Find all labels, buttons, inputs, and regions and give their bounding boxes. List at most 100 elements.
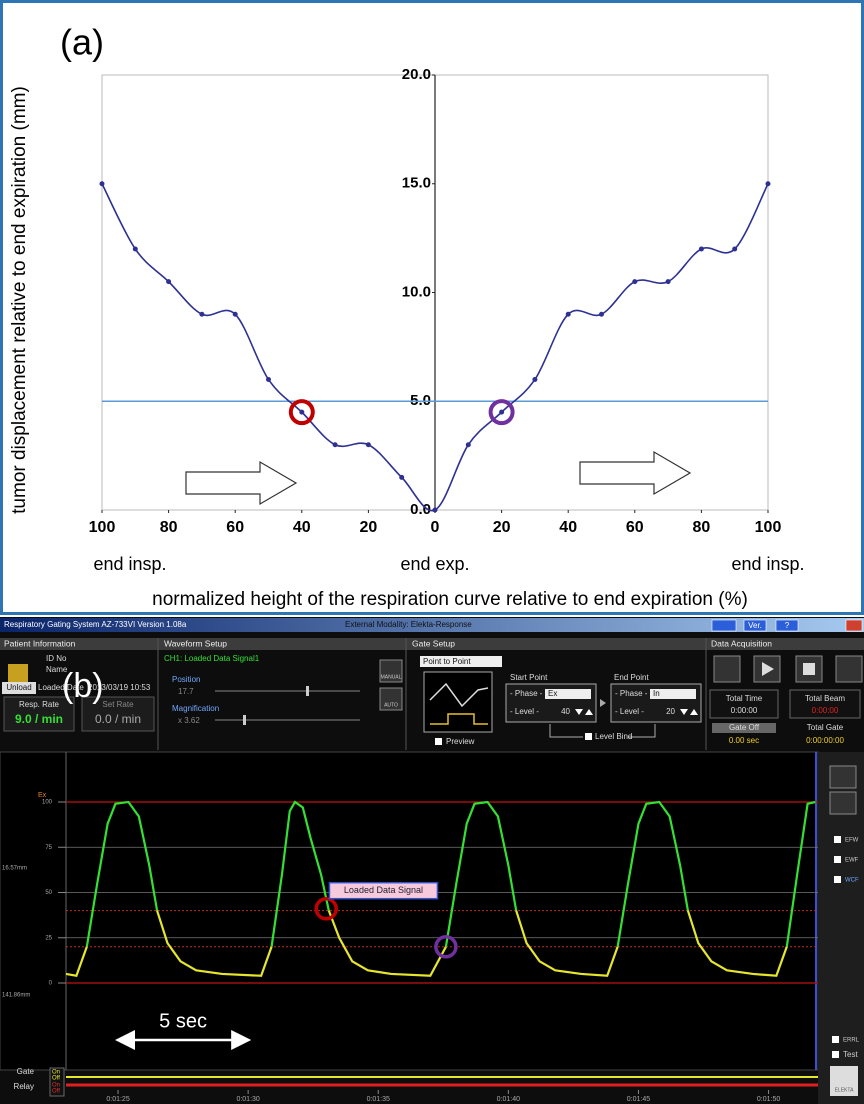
section-header: Waveform Setup	[164, 638, 227, 648]
y-axis-note: 16.57mm	[2, 866, 27, 872]
pulse-button[interactable]	[836, 656, 862, 682]
rate-value: 0.0 / min	[95, 712, 141, 726]
x-tick-label: 40	[559, 519, 577, 536]
x-tick-label: 100	[755, 519, 782, 536]
end-level: 20	[666, 707, 675, 716]
view-button[interactable]	[830, 766, 856, 788]
checkbox[interactable]	[834, 836, 841, 843]
section-header: Data Acquisition	[711, 638, 772, 648]
total-time-value: 0:00:00	[731, 706, 758, 715]
y-axis-title: Ex	[38, 792, 47, 799]
bind-checkbox[interactable]	[585, 733, 592, 740]
app-title: Respiratory Gating System AZ-733VI Versi…	[4, 620, 187, 629]
data-point	[100, 181, 105, 186]
preview-box	[424, 672, 492, 732]
data-point	[566, 312, 571, 317]
total-time-label: Total Time	[726, 694, 763, 703]
rate-label: Set Rate	[102, 700, 134, 709]
level-label: - Level -	[510, 707, 539, 716]
version-label: Ver.	[748, 621, 762, 630]
auto-label: AUTO	[384, 702, 398, 708]
checkbox[interactable]	[832, 1051, 839, 1058]
x-tick-label: 0	[431, 519, 440, 536]
strip-label: Relay	[14, 1082, 34, 1091]
data-point	[666, 279, 671, 284]
data-point	[299, 410, 304, 415]
data-point	[333, 442, 338, 447]
checkbox[interactable]	[832, 1036, 839, 1043]
section-header: Patient Information	[4, 638, 76, 648]
patient-icon	[8, 664, 28, 684]
id-label: ID No	[46, 654, 67, 663]
x-tick-label: 0:01:50	[757, 1096, 780, 1103]
unload-label: Unload	[6, 683, 31, 692]
tool-button[interactable]	[712, 620, 736, 631]
key-button[interactable]	[714, 656, 740, 682]
start-level: 40	[561, 707, 570, 716]
y-axis-note: 141.86mm	[2, 993, 30, 999]
y-axis-title: tumor displacement relative to end expir…	[9, 86, 30, 514]
callout-label: Loaded Data Signal	[344, 885, 423, 895]
y-tick-label: 20.0	[402, 66, 431, 83]
preview-label: Preview	[446, 737, 475, 746]
annotation: end insp.	[731, 554, 804, 574]
start-phase: Ex	[548, 689, 557, 698]
x-axis-title: normalized height of the respiration cur…	[152, 589, 748, 610]
y-tick-label: 100	[42, 800, 53, 806]
data-point	[266, 377, 271, 382]
magnification-label: Magnification	[172, 704, 219, 713]
end-label: End Point	[614, 673, 649, 682]
resp-label: Resp. Rate	[19, 700, 60, 709]
x-tick-label: 20	[493, 519, 511, 536]
strip-label: Gate	[17, 1067, 35, 1076]
annotation: end insp.	[93, 554, 166, 574]
x-tick-label: 0:01:45	[627, 1096, 650, 1103]
data-point	[632, 279, 637, 284]
x-tick-label: 100	[89, 519, 116, 536]
logo-label: ELEKTA	[835, 1087, 854, 1093]
channel: CH1: Loaded Data Signal1	[164, 654, 260, 663]
side-label: EFW	[845, 838, 859, 844]
modality: External Modality: Elekta-Response	[345, 620, 472, 629]
view-button[interactable]	[830, 792, 856, 814]
panel-label: (a)	[60, 22, 104, 63]
y-tick-label: 50	[45, 890, 52, 896]
side-label: EWF	[845, 858, 859, 864]
x-tick-label: 0:01:40	[497, 1096, 520, 1103]
data-point	[433, 508, 438, 513]
data-point	[199, 312, 204, 317]
preview-checkbox[interactable]	[435, 738, 442, 745]
checkbox[interactable]	[834, 856, 841, 863]
total-beam-label: Total Beam	[805, 694, 845, 703]
slider-thumb[interactable]	[306, 686, 309, 696]
x-tick-label: 20	[360, 519, 378, 536]
data-point	[532, 377, 537, 382]
y-tick-label: 15.0	[402, 175, 431, 192]
gate-off-label: Gate Off	[729, 723, 760, 732]
magnification-value: x 3.62	[178, 716, 200, 725]
x-tick-label: 60	[626, 519, 644, 536]
x-tick-label: 60	[226, 519, 244, 536]
close-button[interactable]	[846, 620, 862, 631]
position-value: 17.7	[178, 687, 194, 696]
state-label: Off	[52, 1089, 60, 1095]
bind-label: Level Bind	[595, 732, 632, 741]
checkbox[interactable]	[834, 876, 841, 883]
resp-value: 9.0 / min	[15, 712, 63, 726]
gate-off-value: 0.00 sec	[729, 736, 759, 745]
slider-thumb[interactable]	[243, 715, 246, 725]
page: Respiratory Gating System AZ-733VI Versi…	[0, 0, 864, 1104]
side-label: WCF	[845, 878, 859, 884]
y-tick-label: 75	[45, 845, 52, 851]
phase-label: - Phase -	[615, 689, 648, 698]
panel-label: (b)	[62, 667, 104, 705]
data-point	[699, 247, 704, 252]
data-point	[466, 442, 471, 447]
manual-label: MANUAL	[381, 674, 402, 680]
x-tick-label: 80	[693, 519, 711, 536]
data-point	[366, 442, 371, 447]
x-tick-label: 0:01:25	[106, 1096, 129, 1103]
end-phase: In	[653, 689, 660, 698]
errl-label: ERRL	[843, 1038, 860, 1044]
test-label: Test	[843, 1050, 858, 1059]
